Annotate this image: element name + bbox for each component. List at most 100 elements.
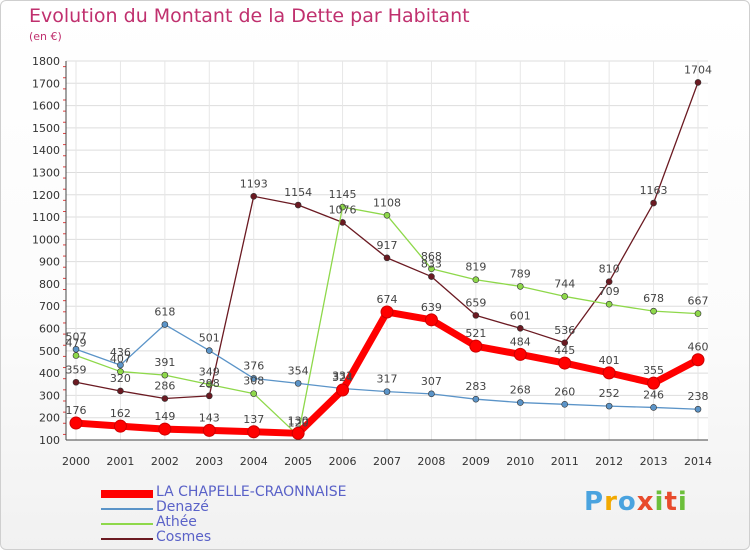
data-label: 479 <box>66 337 87 350</box>
data-label: 507 <box>66 330 87 343</box>
x-tick-label: 2012 <box>595 455 623 468</box>
x-tick-label: 2010 <box>506 455 534 468</box>
data-label: 674 <box>377 293 398 306</box>
data-label: 176 <box>66 404 87 417</box>
y-tick-label: 1300 <box>32 166 60 179</box>
data-label: 1154 <box>284 186 312 199</box>
data-label: 868 <box>421 250 442 263</box>
y-tick-label: 800 <box>39 278 60 291</box>
data-label: 667 <box>688 295 709 308</box>
chart-title: Evolution du Montant de la Dette par Hab… <box>29 5 470 27</box>
y-tick-label: 1400 <box>32 144 60 157</box>
x-tick-label: 2013 <box>640 455 668 468</box>
data-point <box>339 203 346 211</box>
data-label: 354 <box>288 364 309 377</box>
x-tick-label: 2004 <box>240 455 268 468</box>
data-point <box>469 339 483 353</box>
data-point <box>250 375 258 382</box>
data-point <box>383 254 391 262</box>
data-label: 391 <box>154 356 175 369</box>
data-point <box>561 293 569 300</box>
data-label: 659 <box>465 296 486 309</box>
data-label: 501 <box>199 332 220 345</box>
data-point <box>558 356 572 370</box>
legend-swatch <box>101 508 153 510</box>
data-label: 317 <box>377 373 398 386</box>
data-label: 819 <box>465 261 486 274</box>
x-tick-label: 2001 <box>106 455 134 468</box>
data-point <box>250 390 258 397</box>
x-tick-label: 2009 <box>462 455 490 468</box>
data-point <box>605 278 613 286</box>
data-point <box>428 265 435 273</box>
data-label: 130 <box>288 414 309 427</box>
data-point <box>650 307 657 315</box>
data-label: 618 <box>154 306 175 319</box>
data-point <box>291 426 305 440</box>
x-tick-label: 2014 <box>684 455 712 468</box>
data-point <box>513 347 527 361</box>
data-point <box>428 273 435 280</box>
data-point <box>650 404 657 411</box>
data-point <box>694 310 702 317</box>
data-label: 252 <box>599 387 620 400</box>
logo-letter: i <box>654 487 665 517</box>
data-point <box>472 312 480 319</box>
data-point <box>72 378 80 386</box>
x-tick-label: 2011 <box>551 455 579 468</box>
data-label: 445 <box>554 344 575 357</box>
data-label: 744 <box>554 277 575 290</box>
data-point <box>516 325 524 332</box>
data-point <box>561 401 569 408</box>
data-label: 260 <box>554 385 575 398</box>
data-label: 238 <box>688 390 709 403</box>
data-point <box>205 381 213 388</box>
logo-letter: t <box>664 487 678 517</box>
data-label: 349 <box>199 365 220 378</box>
y-tick-label: 1700 <box>32 77 60 90</box>
y-tick-label: 200 <box>39 412 60 425</box>
x-tick-label: 2008 <box>417 455 445 468</box>
data-point <box>161 395 169 402</box>
x-tick-label: 2006 <box>329 455 357 468</box>
legend-label: LA CHAPELLE-CRAONNAISE <box>156 484 347 500</box>
data-point <box>516 283 524 290</box>
data-point <box>428 390 435 398</box>
data-label: 810 <box>599 263 620 276</box>
data-point <box>516 399 524 406</box>
data-point <box>161 371 169 379</box>
data-label: 149 <box>154 410 175 423</box>
y-tick-label: 1200 <box>32 189 60 202</box>
data-point <box>650 199 657 207</box>
data-label: 917 <box>377 239 398 252</box>
y-tick-label: 1800 <box>32 55 60 68</box>
data-point <box>161 321 169 328</box>
data-point <box>647 376 661 390</box>
y-tick-label: 1100 <box>32 211 60 224</box>
data-label: 401 <box>599 354 620 367</box>
data-point <box>205 392 213 400</box>
data-point <box>691 353 705 367</box>
legend-swatch <box>101 490 153 498</box>
legend-label: Denazé <box>156 499 209 515</box>
data-point <box>205 347 213 354</box>
y-tick-label: 700 <box>39 300 60 313</box>
data-point <box>472 395 480 403</box>
data-point <box>602 366 616 380</box>
x-tick-label: 2005 <box>284 455 312 468</box>
data-label: 308 <box>243 375 264 388</box>
data-label: 307 <box>421 375 442 388</box>
data-point <box>472 276 480 284</box>
data-point <box>158 422 172 436</box>
legend-label: Cosmes <box>156 529 212 545</box>
legend-swatch <box>101 538 153 540</box>
data-label: 789 <box>510 267 531 280</box>
data-point <box>605 402 613 410</box>
logo-letter: x <box>636 487 655 517</box>
data-label: 137 <box>243 413 264 426</box>
data-label: 376 <box>243 359 264 372</box>
data-label: 1193 <box>240 177 268 190</box>
data-label: 678 <box>643 292 664 305</box>
